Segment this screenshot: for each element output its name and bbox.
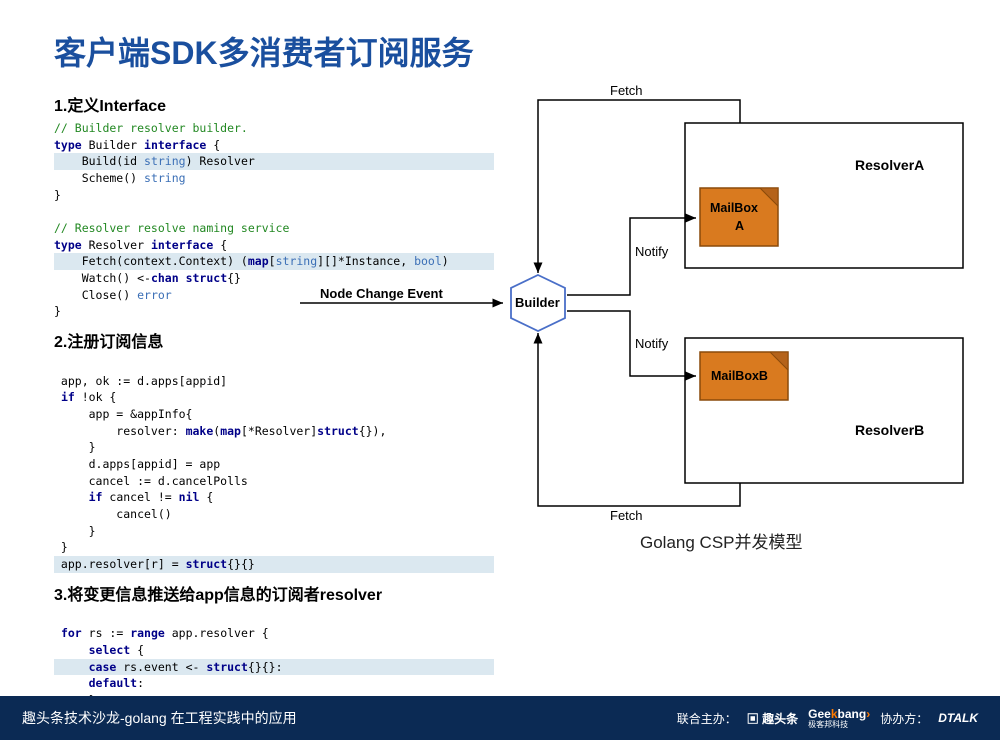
slide-footer: 趣头条技术沙龙-golang 在工程实践中的应用 联合主办： ▣ 趣头条 Gee… <box>0 696 1000 740</box>
notify-b-label: Notify <box>635 336 669 351</box>
footer-org2: Geekbang› 极客邦科技 <box>808 707 870 730</box>
footer-left-text: 趣头条技术沙龙-golang 在工程实践中的应用 <box>22 708 677 728</box>
svg-text:MailBox: MailBox <box>710 201 758 215</box>
event-label: Node Change Event <box>320 286 443 301</box>
code-block-2: app, ok := d.apps[appid] if !ok { app = … <box>54 356 494 573</box>
code-column: 1.定义Interface // Builder resolver builde… <box>54 84 494 732</box>
mailbox-a: MailBox A <box>700 188 778 246</box>
fetch-top-label: Fetch <box>610 83 643 98</box>
section-2-heading: 2.注册订阅信息 <box>54 328 494 352</box>
fetch-bottom-label: Fetch <box>610 508 643 523</box>
section-3-heading: 3.将变更信息推送给app信息的订阅者resolver <box>54 581 494 605</box>
diagram-caption: Golang CSP并发模型 <box>640 528 803 553</box>
section-1-heading: 1.定义Interface <box>54 92 494 116</box>
svg-text:MailBoxB: MailBoxB <box>711 369 768 383</box>
mailbox-b: MailBoxB <box>700 352 788 400</box>
notify-a-label: Notify <box>635 244 669 259</box>
footer-support-label: 协办方： <box>880 710 928 727</box>
footer-org1: ▣ 趣头条 <box>747 710 798 727</box>
architecture-diagram: Node Change Event Builder ResolverA Mail… <box>460 90 980 520</box>
resolver-b-label: ResolverB <box>855 422 924 438</box>
footer-joint-label: 联合主办： <box>677 710 737 727</box>
footer-org3: DTALK <box>938 711 978 725</box>
builder-label: Builder <box>515 295 560 310</box>
svg-text:A: A <box>735 219 744 233</box>
resolver-a-label: ResolverA <box>855 157 924 173</box>
slide-title: 客户端SDK多消费者订阅服务 <box>0 0 1000 74</box>
